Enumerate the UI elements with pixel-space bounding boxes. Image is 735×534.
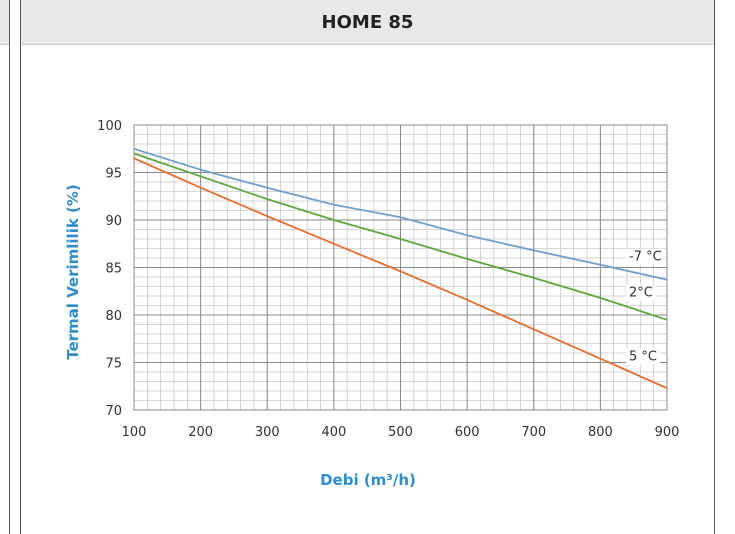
x-axis-title: Debi (m³/h) xyxy=(320,471,416,489)
x-tick-label: 100 xyxy=(122,425,147,440)
y-tick-label: 100 xyxy=(97,119,122,134)
series-label-bg xyxy=(626,248,665,265)
plot-frame xyxy=(133,124,668,411)
series-line-2 xyxy=(133,152,668,321)
series-label-bg xyxy=(626,284,656,301)
y-tick-label: 70 xyxy=(105,404,122,419)
y-tick-label: 85 xyxy=(105,262,122,277)
series-label-2: 2°C xyxy=(629,286,653,301)
x-tick-label: 400 xyxy=(321,425,346,440)
series-label-bg xyxy=(626,348,661,365)
adjacent-panel-edge xyxy=(0,0,10,534)
series-line-3 xyxy=(133,157,668,390)
y-tick-label: 95 xyxy=(105,167,122,182)
y-tick-label: 75 xyxy=(105,357,122,372)
x-tick-label: 900 xyxy=(655,425,680,440)
y-tick-label: 80 xyxy=(105,309,122,324)
panel-header: HOME 85 xyxy=(21,0,714,45)
series-label-1: -7 °C xyxy=(629,250,662,265)
panel-title: HOME 85 xyxy=(321,11,414,33)
y-tick-label: 90 xyxy=(105,214,122,229)
x-tick-label: 700 xyxy=(521,425,546,440)
series-label-3: 5 °C xyxy=(629,349,657,364)
series-line-1 xyxy=(133,147,668,281)
x-tick-label: 500 xyxy=(388,425,413,440)
adjacent-panel-header xyxy=(0,0,9,45)
x-tick-label: 300 xyxy=(255,425,280,440)
y-axis-title: Termal Verimlilik (%) xyxy=(64,184,82,360)
x-tick-label: 800 xyxy=(588,425,613,440)
x-tick-label: 200 xyxy=(188,425,213,440)
x-tick-label: 600 xyxy=(455,425,480,440)
